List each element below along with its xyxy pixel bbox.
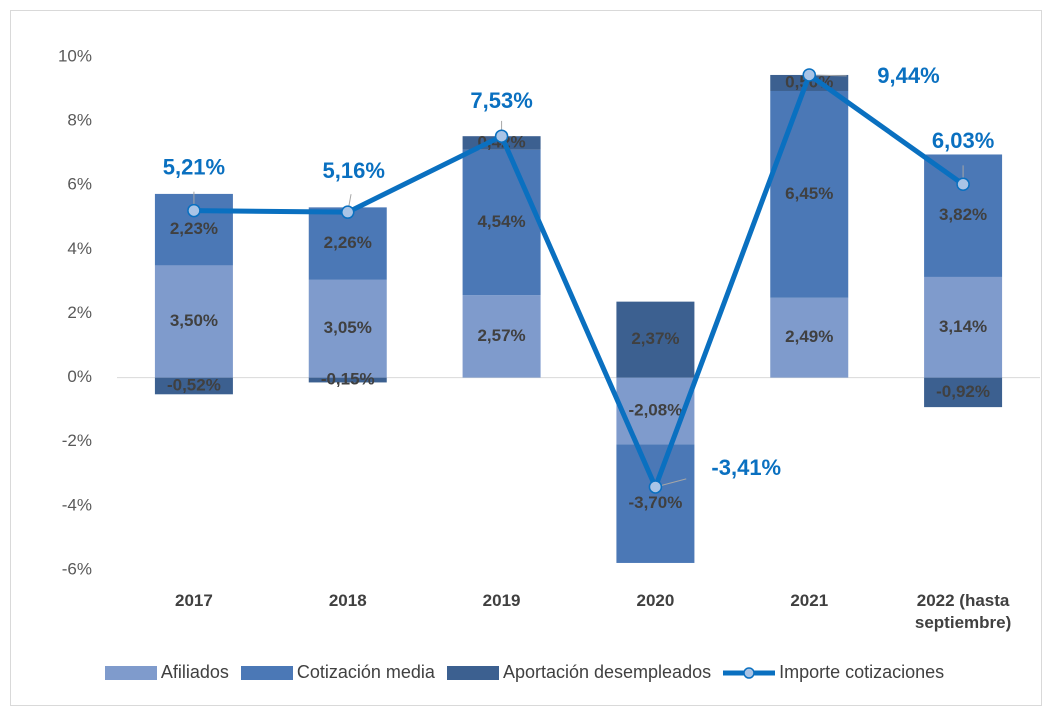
legend-item: Afiliados bbox=[104, 662, 229, 683]
bar-segment bbox=[924, 276, 1003, 378]
data-label: 2,49% bbox=[785, 327, 833, 346]
data-label: 6,45% bbox=[785, 184, 833, 203]
y-tick-label: 0% bbox=[67, 367, 92, 386]
legend: Afiliados Cotización media Aportación dese… bbox=[0, 662, 1049, 683]
line-label: 5,21% bbox=[163, 154, 225, 179]
line bbox=[193, 72, 965, 490]
bar-segment bbox=[770, 90, 849, 298]
bar-segment bbox=[308, 279, 387, 378]
bar-segment bbox=[154, 377, 233, 395]
legend-label: Importe cotizaciones bbox=[779, 662, 945, 682]
legend-label: Cotización media bbox=[296, 662, 435, 682]
x-tick-label: 2017 bbox=[174, 591, 213, 610]
data-label: -0,52% bbox=[167, 375, 221, 394]
bar-segment bbox=[770, 297, 849, 378]
bar-segment bbox=[308, 207, 387, 280]
y-tick-label: -6% bbox=[62, 559, 92, 578]
legend-swatch bbox=[723, 666, 776, 679]
line-marker bbox=[494, 129, 509, 143]
chart-frame bbox=[10, 10, 1042, 706]
legend-label: Afiliados bbox=[160, 662, 229, 682]
legend-swatch bbox=[104, 665, 157, 680]
line-label: 5,16% bbox=[323, 158, 385, 183]
y-tick-label: -4% bbox=[62, 495, 92, 514]
x-tick-label: 2022 (hasta septiembre) bbox=[914, 591, 1012, 632]
bar-segment bbox=[924, 377, 1003, 408]
x-tick-label: 2021 bbox=[790, 591, 829, 610]
data-label: 3,82% bbox=[939, 205, 987, 224]
y-tick-label: 10% bbox=[58, 46, 92, 65]
data-label: 3,05% bbox=[324, 318, 372, 337]
data-label: 2,26% bbox=[324, 233, 372, 252]
y-tick-label: -2% bbox=[62, 431, 92, 450]
line-label: 7,53% bbox=[470, 88, 532, 113]
data-label: 4,54% bbox=[477, 212, 525, 231]
legend-swatch bbox=[240, 665, 293, 680]
bar-segment bbox=[154, 265, 233, 378]
y-tick-label: 6% bbox=[67, 175, 92, 194]
bar-segment bbox=[462, 295, 541, 378]
x-tick-label: 2018 bbox=[328, 591, 367, 610]
line-marker bbox=[648, 480, 663, 494]
data-label: -0,92% bbox=[936, 382, 990, 401]
data-label: -3,70% bbox=[628, 493, 682, 512]
bar-segment bbox=[462, 149, 541, 296]
x-tick-label: 2020 bbox=[636, 591, 675, 610]
bar-segment bbox=[616, 301, 695, 378]
data-label: 3,50% bbox=[170, 311, 218, 330]
data-label: -2,08% bbox=[628, 400, 682, 419]
data-label: 2,37% bbox=[631, 329, 679, 348]
legend-item: Cotización media bbox=[240, 662, 435, 683]
data-label: 3,14% bbox=[939, 317, 987, 336]
legend-item: Aportación desempleados bbox=[446, 662, 712, 683]
legend-marker bbox=[743, 666, 755, 679]
data-label: -0,15% bbox=[321, 370, 375, 389]
y-tick-label: 4% bbox=[67, 239, 92, 258]
line-marker bbox=[956, 177, 970, 192]
line-label: 6,03% bbox=[932, 128, 994, 153]
bar-segment bbox=[308, 377, 387, 383]
y-tick-label: 8% bbox=[67, 111, 92, 130]
data-label: 2,23% bbox=[170, 219, 218, 238]
x-tick-label: 2019 bbox=[482, 591, 521, 610]
y-tick-label: 2% bbox=[67, 303, 92, 322]
legend-swatch bbox=[446, 665, 499, 680]
legend-item: Importe cotizaciones bbox=[723, 662, 944, 683]
line-marker bbox=[187, 203, 201, 218]
data-label: 2,57% bbox=[477, 326, 525, 345]
line-label: -3,41% bbox=[711, 455, 781, 480]
line-marker bbox=[802, 68, 816, 82]
line-marker bbox=[341, 205, 355, 219]
bar-segment bbox=[616, 444, 695, 563]
legend-label: Aportación desempleados bbox=[502, 662, 712, 682]
line-label: 9,44% bbox=[877, 63, 939, 88]
